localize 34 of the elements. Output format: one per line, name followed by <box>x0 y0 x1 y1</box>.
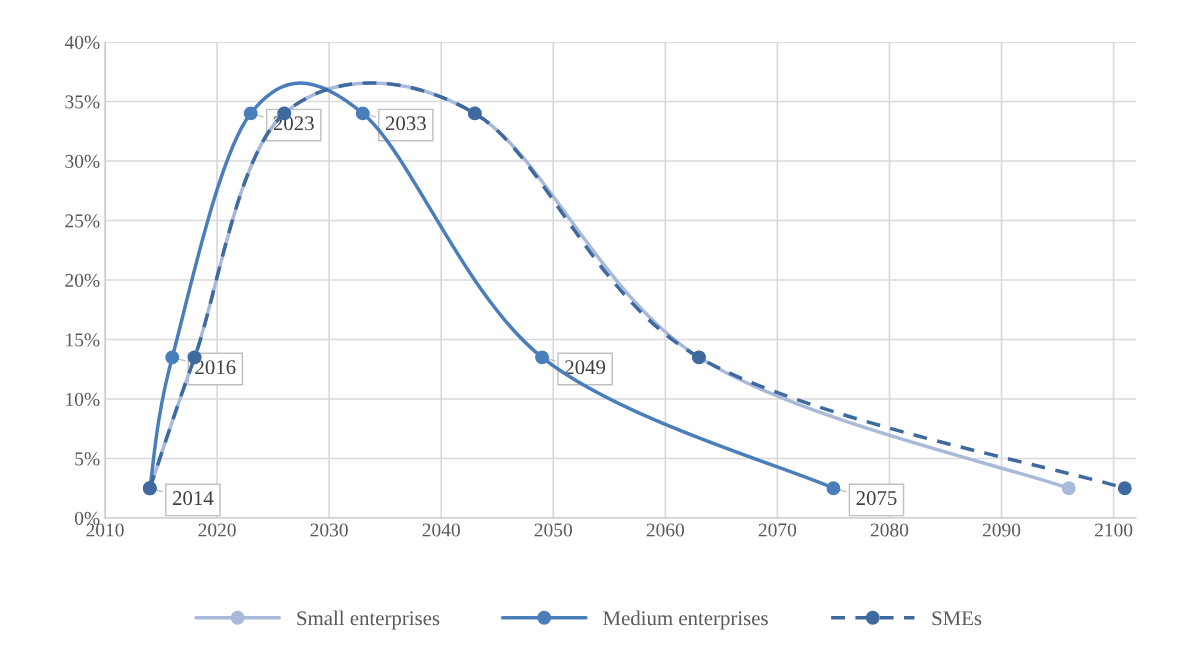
point <box>535 350 549 365</box>
point <box>165 350 180 365</box>
x-tick-label: 2080 <box>870 523 909 537</box>
y-tick-label: 25% <box>65 214 100 228</box>
y-tick-label: 20% <box>65 273 100 287</box>
annotation: 2075 <box>856 491 897 506</box>
legend-label: Medium enterprises <box>603 610 768 630</box>
legend-label: Small enterprises <box>297 610 440 630</box>
y-tick-label: 0% <box>74 511 100 525</box>
legend-label: SMEs <box>932 611 982 626</box>
x-tick-label: 2030 <box>310 523 348 537</box>
x-tick-label: 2070 <box>758 523 797 537</box>
y-tick-label: 15% <box>66 333 100 347</box>
y-tick-label: 40% <box>64 35 100 49</box>
point <box>1061 481 1076 496</box>
y-tick-label: 10% <box>66 392 100 406</box>
x-tick-label: 2040 <box>422 523 460 537</box>
y-tick-label: 30% <box>65 154 100 168</box>
annotation: 2014 <box>172 491 214 506</box>
point <box>243 106 258 121</box>
annotation: 2049 <box>565 360 606 375</box>
point <box>355 106 370 121</box>
x-tick-label: 2100 <box>1095 523 1133 537</box>
x-tick-label: 2090 <box>982 523 1021 537</box>
y-tick-label: 35% <box>65 95 100 109</box>
x-tick-label: 2050 <box>534 523 572 537</box>
x-tick-label: 2010 <box>86 523 124 537</box>
annotation: 2016 <box>195 360 236 375</box>
annotation: 2033 <box>385 116 426 131</box>
y-tick-label: 5% <box>75 452 100 466</box>
point <box>826 481 841 496</box>
point <box>1117 481 1132 496</box>
x-tick-label: 2060 <box>646 523 685 537</box>
x-tick-label: 2020 <box>198 523 236 537</box>
